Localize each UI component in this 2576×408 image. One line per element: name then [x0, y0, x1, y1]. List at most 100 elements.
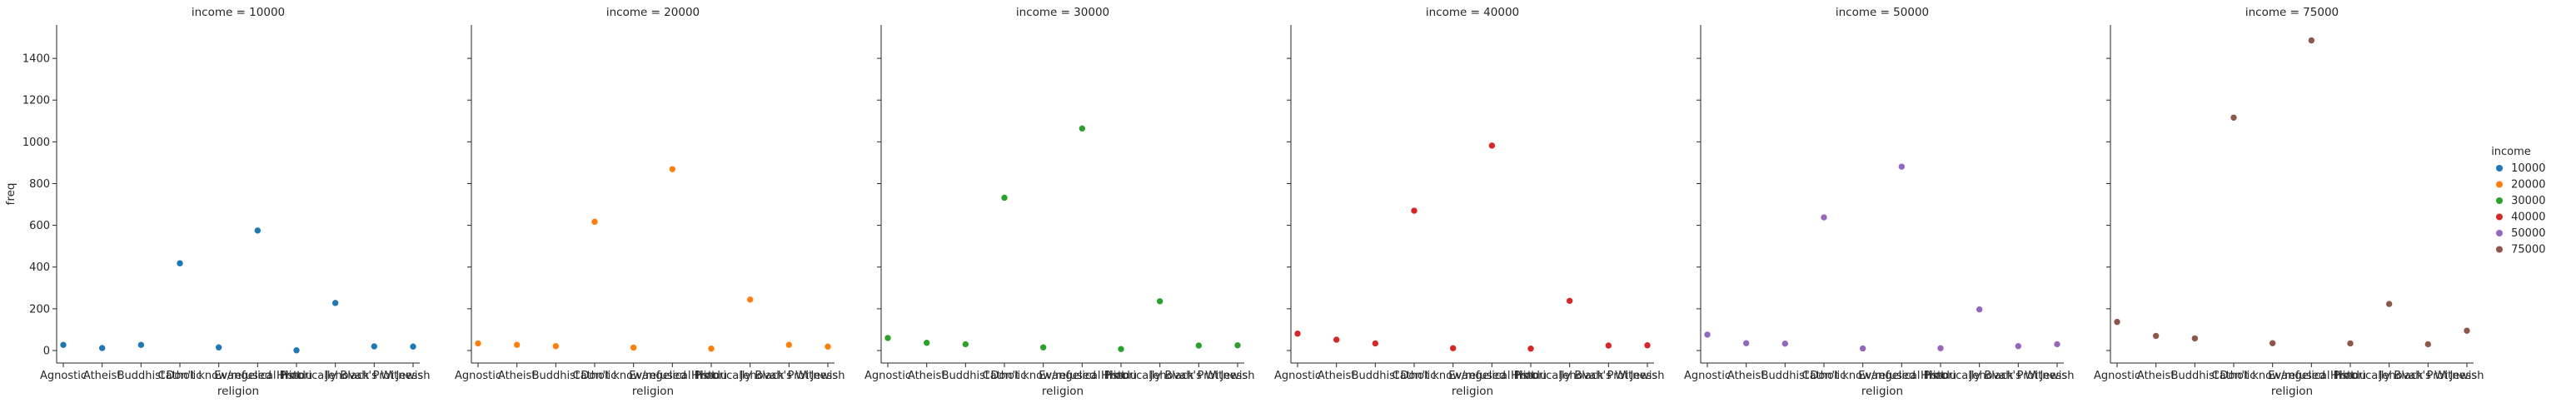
x-tick-label: Catholic [1393, 370, 1437, 382]
data-point [137, 341, 145, 349]
data-point [2053, 341, 2061, 348]
data-point [552, 342, 560, 351]
data-point [1566, 297, 1573, 305]
facet-panel-5: income = 50000 AgnosticAtheistBuddhistCat… [1684, 6, 2075, 398]
facet-title: income = 40000 [1426, 6, 1519, 19]
x-tick-label: Evangelical Prot [214, 370, 301, 382]
data-point [707, 345, 715, 353]
x-tick-label: Catholic [2212, 370, 2256, 382]
x-tick-label: Jehovah's Witness [1149, 370, 1248, 382]
data-point [2308, 37, 2315, 44]
data-point [371, 342, 378, 351]
x-tick-label: Historically Black Prot [1921, 370, 2038, 382]
x-tick-label: Jewish [395, 370, 430, 382]
x-axis-label: religion [632, 385, 674, 398]
data-point [2191, 335, 2199, 342]
data-point [176, 259, 184, 267]
y-tick-label: 200 [29, 303, 50, 316]
legend-marker [2496, 213, 2503, 221]
data-point [1605, 341, 1612, 350]
facet-title: income = 20000 [606, 6, 700, 19]
data-point [1820, 213, 1828, 221]
x-tick-label: Don't know/refused [580, 370, 686, 382]
x-tick-label: Don't know/refused [1400, 370, 1506, 382]
x-tick-label: Jehovah's Witness [740, 370, 839, 382]
data-point [590, 218, 599, 226]
data-point [1233, 341, 1242, 349]
data-point [1449, 344, 1457, 352]
data-point [785, 341, 793, 349]
x-tick-label: Historically Black Prot [277, 370, 394, 382]
y-tick-label: 600 [29, 220, 50, 232]
data-point [2269, 339, 2276, 347]
facet-panel-1: income = 10000 0 200 400 600 800 1000 1200 1400 A… [22, 6, 431, 398]
y-tick-label: 1400 [22, 53, 50, 66]
data-point [1195, 341, 1203, 350]
legend-marker [2496, 230, 2503, 236]
data-point [98, 344, 106, 352]
x-tick-label: Atheist [83, 370, 121, 382]
x-tick-label: Atheist [498, 370, 536, 382]
x-tick-label: Agnostic [40, 370, 87, 382]
data-point [1527, 345, 1535, 353]
data-point [1372, 340, 1379, 347]
facet-title: income = 30000 [1016, 6, 1109, 19]
x-tick-label: Jehovah's Witness [325, 370, 424, 382]
x-tick-label: Agnostic [455, 370, 501, 382]
x-tick-label: Atheist [1727, 370, 1765, 382]
y-axis-label: freq [4, 183, 17, 206]
x-tick-label: Agnostic [2094, 370, 2140, 382]
data-point [2152, 332, 2160, 340]
y-tick-label: 1000 [22, 137, 50, 149]
facet-panel-2: income = 20000 AgnosticAtheistBuddhistCat… [455, 6, 845, 398]
data-point [1333, 336, 1340, 344]
data-point [1039, 343, 1047, 351]
x-axis-label: religion [1861, 385, 1903, 398]
x-tick-label: Historically Black Prot [2330, 370, 2448, 382]
x-tick-label: Catholic [1802, 370, 1846, 382]
data-point [474, 340, 482, 347]
data-point [1488, 142, 1496, 150]
legend-entry: 20000 [2508, 179, 2546, 192]
data-point [2230, 113, 2238, 122]
legend-marker [2496, 181, 2503, 188]
x-axis-label: religion [1042, 385, 1084, 398]
legend-entry: 40000 [2508, 211, 2546, 224]
legend-entry: 75000 [2508, 244, 2546, 256]
data-point [513, 341, 521, 349]
data-point [59, 341, 67, 349]
x-tick-label: Buddhist [942, 370, 989, 382]
x-tick-label: Agnostic [1684, 370, 1731, 382]
x-tick-label: Hindu [2334, 370, 2366, 382]
facet-title: income = 10000 [192, 6, 285, 19]
legend: income 10000 20000 30000 40000 50000 750… [2491, 146, 2545, 256]
x-tick-label: Catholic [573, 370, 617, 382]
x-tick-label: Don't know/refused [990, 370, 1096, 382]
x-tick-label: Buddhist [532, 370, 580, 382]
facet-panel-3: income = 30000 AgnosticAtheistBuddhistCat… [864, 6, 1255, 398]
data-point [1898, 162, 1906, 171]
data-point [923, 339, 930, 346]
data-point [1781, 340, 1789, 347]
facet-panel-4: income = 40000 AgnosticAtheistBuddhistCat… [1274, 6, 1665, 398]
x-axis-label: religion [217, 385, 259, 398]
y-tick-label: 1200 [22, 95, 50, 107]
data-point [254, 226, 262, 235]
x-tick-label: Historically Black Prot [691, 370, 809, 382]
data-point [884, 334, 892, 342]
data-point [1156, 297, 1163, 306]
x-axis-label: religion [2271, 385, 2313, 398]
data-point [962, 341, 969, 348]
data-point [1079, 125, 1086, 132]
x-tick-label: Jewish [1629, 370, 1664, 382]
x-tick-label: Don't know/refused [1810, 370, 1916, 382]
facet-title: income = 50000 [1836, 6, 1929, 19]
data-point [2346, 340, 2354, 347]
x-tick-label: Evangelical Prot [1448, 370, 1535, 382]
x-tick-label: Jehovah's Witness [2379, 370, 2478, 382]
x-tick-label: Catholic [158, 370, 202, 382]
x-tick-label: Evangelical Prot [629, 370, 715, 382]
data-point [2385, 300, 2393, 308]
data-point [2463, 326, 2471, 335]
